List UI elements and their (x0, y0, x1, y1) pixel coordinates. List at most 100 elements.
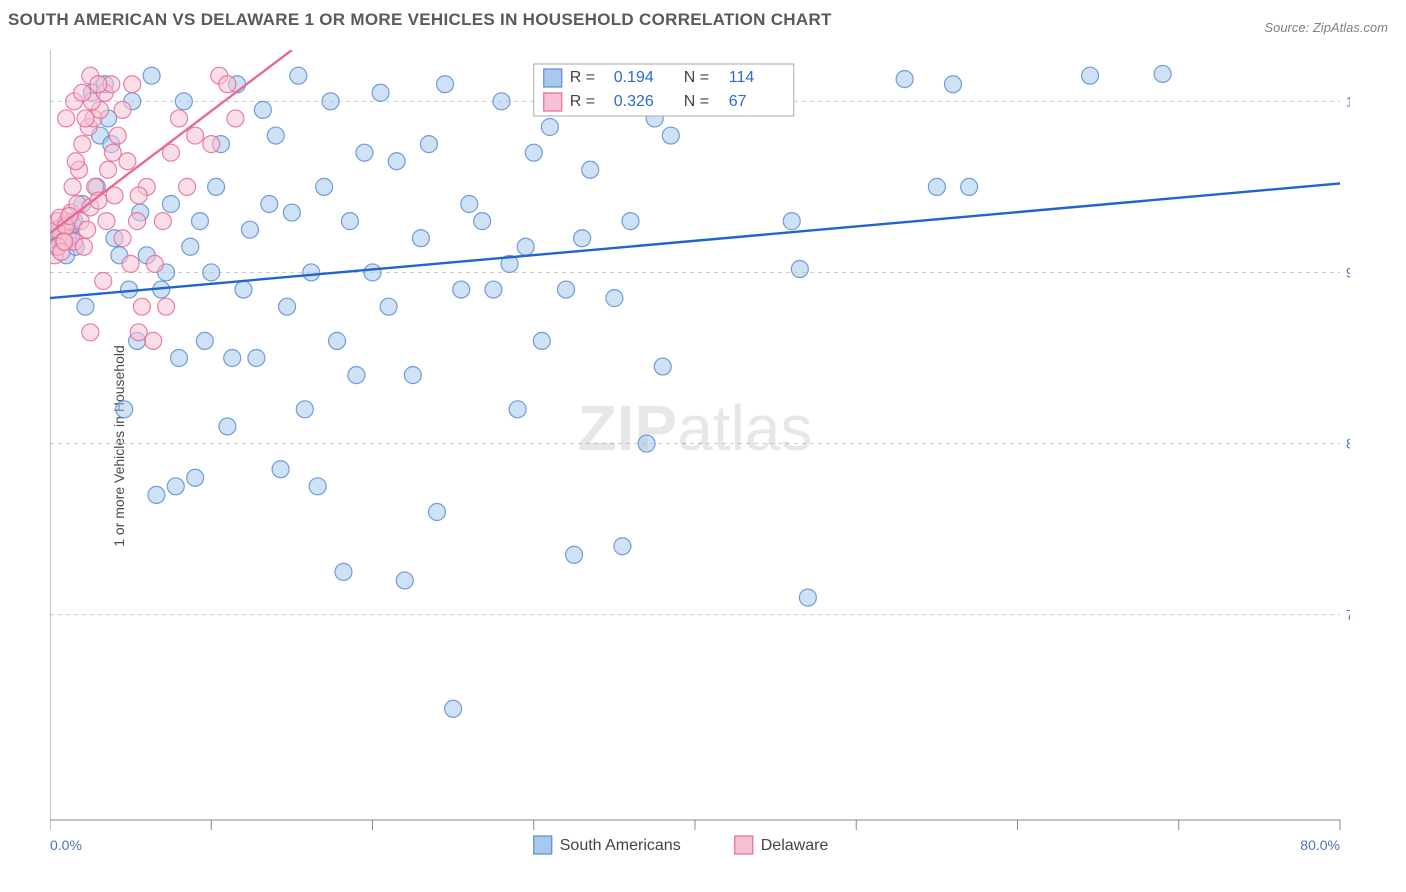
data-point (130, 187, 147, 204)
data-point (119, 153, 136, 170)
data-point (64, 178, 81, 195)
data-point (122, 255, 139, 272)
data-point (517, 238, 534, 255)
data-point (279, 298, 296, 315)
data-point (296, 401, 313, 418)
data-point (77, 110, 94, 127)
data-point (130, 324, 147, 341)
legend-swatch (735, 836, 753, 854)
data-point (116, 401, 133, 418)
data-point (429, 504, 446, 521)
data-point (154, 213, 171, 230)
legend-r-label: R = (570, 93, 595, 110)
data-point (574, 230, 591, 247)
data-point (928, 178, 945, 195)
legend-n-value: 67 (729, 93, 747, 110)
data-point (322, 93, 339, 110)
scatter-plot: 70.0%80.0%90.0%100.0%0.0%80.0%ZIPatlasR … (50, 50, 1350, 860)
data-point (179, 178, 196, 195)
data-point (791, 261, 808, 278)
data-point (461, 196, 478, 213)
data-point (303, 264, 320, 281)
data-point (335, 563, 352, 580)
data-point (380, 298, 397, 315)
data-point (95, 273, 112, 290)
x-tick-label: 80.0% (1300, 837, 1340, 853)
data-point (114, 230, 131, 247)
data-point (261, 196, 278, 213)
data-point (614, 538, 631, 555)
data-point (541, 119, 558, 136)
chart-container: SOUTH AMERICAN VS DELAWARE 1 OR MORE VEH… (0, 0, 1406, 892)
data-point (182, 238, 199, 255)
data-point (241, 221, 258, 238)
data-point (582, 161, 599, 178)
source-value: ZipAtlas.com (1313, 20, 1388, 35)
data-point (74, 136, 91, 153)
data-point (453, 281, 470, 298)
data-point (388, 153, 405, 170)
data-point (316, 178, 333, 195)
data-point (404, 367, 421, 384)
data-point (129, 213, 146, 230)
data-point (638, 435, 655, 452)
data-point (420, 136, 437, 153)
data-point (133, 298, 150, 315)
legend-r-label: R = (570, 69, 595, 86)
data-point (203, 136, 220, 153)
data-point (143, 67, 160, 84)
data-point (191, 213, 208, 230)
data-point (493, 93, 510, 110)
data-point (98, 213, 115, 230)
data-point (348, 367, 365, 384)
data-point (474, 213, 491, 230)
data-point (485, 281, 502, 298)
data-point (224, 350, 241, 367)
data-point (74, 84, 91, 101)
data-point (783, 213, 800, 230)
data-point (58, 110, 75, 127)
data-point (896, 71, 913, 88)
data-point (146, 255, 163, 272)
y-tick-label: 100.0% (1346, 93, 1350, 109)
data-point (162, 196, 179, 213)
legend-swatch (544, 93, 562, 111)
data-point (622, 213, 639, 230)
source-label: Source: (1264, 20, 1309, 35)
data-point (437, 76, 454, 93)
data-point (445, 700, 462, 717)
data-point (171, 110, 188, 127)
data-point (372, 84, 389, 101)
data-point (158, 298, 175, 315)
legend-swatch (544, 69, 562, 87)
data-point (77, 298, 94, 315)
legend-n-label: N = (684, 69, 709, 86)
y-tick-label: 90.0% (1346, 264, 1350, 280)
data-point (309, 478, 326, 495)
data-point (75, 238, 92, 255)
data-point (1082, 67, 1099, 84)
data-point (272, 461, 289, 478)
data-point (654, 358, 671, 375)
watermark: ZIPatlas (578, 392, 813, 464)
data-point (341, 213, 358, 230)
legend-series-label: Delaware (761, 837, 829, 854)
data-point (606, 290, 623, 307)
legend-n-value: 114 (729, 69, 755, 86)
data-point (67, 153, 84, 170)
data-point (148, 486, 165, 503)
data-point (235, 281, 252, 298)
data-point (100, 161, 117, 178)
data-point (208, 178, 225, 195)
data-point (187, 127, 204, 144)
trend-line (50, 183, 1340, 298)
data-point (509, 401, 526, 418)
data-point (187, 469, 204, 486)
data-point (90, 76, 107, 93)
data-point (56, 233, 73, 250)
data-point (175, 93, 192, 110)
data-point (290, 67, 307, 84)
data-point (219, 76, 236, 93)
data-point (356, 144, 373, 161)
chart-title: SOUTH AMERICAN VS DELAWARE 1 OR MORE VEH… (8, 10, 832, 29)
